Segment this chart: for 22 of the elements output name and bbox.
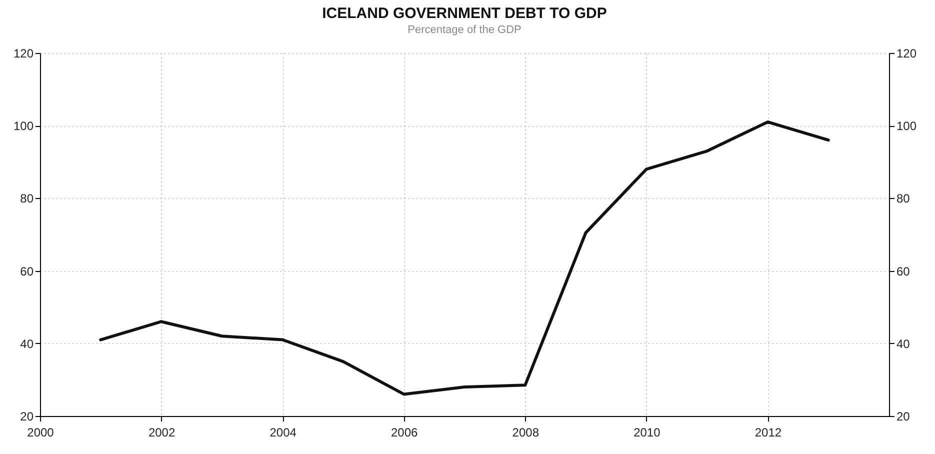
y2-tick-label: 80 xyxy=(896,192,910,206)
chart-subtitle: Percentage of the GDP xyxy=(408,24,522,36)
chart-title: ICELAND GOVERNMENT DEBT TO GDP xyxy=(322,5,607,22)
x-tick-label: 2006 xyxy=(391,426,418,440)
y2-tick-label: 120 xyxy=(896,46,917,60)
y-tick-label: 100 xyxy=(13,119,34,134)
y-tick-label: 80 xyxy=(20,192,34,206)
y-tick-label: 60 xyxy=(20,264,34,278)
y2-tick-label: 40 xyxy=(896,336,910,351)
x-tick-label: 2000 xyxy=(27,426,54,440)
line-series xyxy=(99,120,830,396)
x-tick-label: 2012 xyxy=(754,426,782,440)
y-tick-label: 20 xyxy=(20,410,34,424)
y-tick-label: 120 xyxy=(13,46,34,60)
y2-tick-label: 60 xyxy=(896,264,910,278)
x-tick-label: 2010 xyxy=(634,426,661,440)
x-tick-label: 2008 xyxy=(512,426,540,440)
y-tick-label: 40 xyxy=(20,336,34,351)
x-tick-label: 2004 xyxy=(270,426,297,440)
x-tick-label: 2002 xyxy=(148,426,176,440)
y2-tick-label: 100 xyxy=(896,119,917,134)
y2-tick-label: 20 xyxy=(896,410,910,424)
